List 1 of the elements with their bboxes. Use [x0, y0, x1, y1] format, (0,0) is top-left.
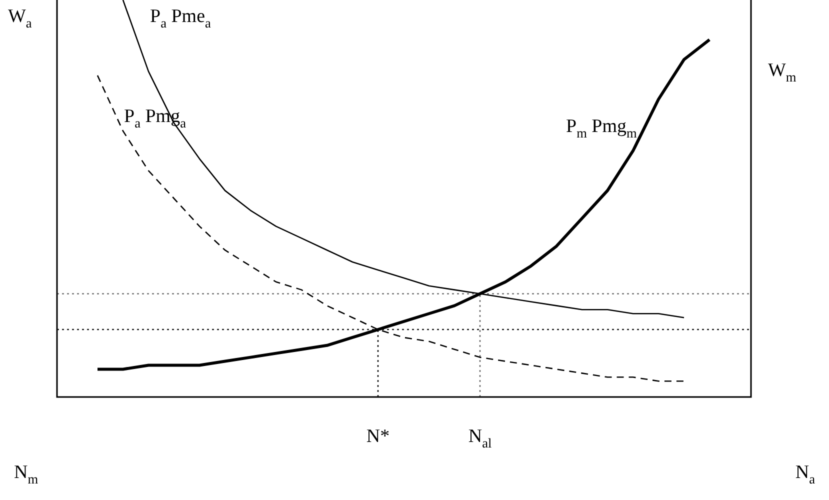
x-tick-label: N* — [366, 426, 390, 447]
